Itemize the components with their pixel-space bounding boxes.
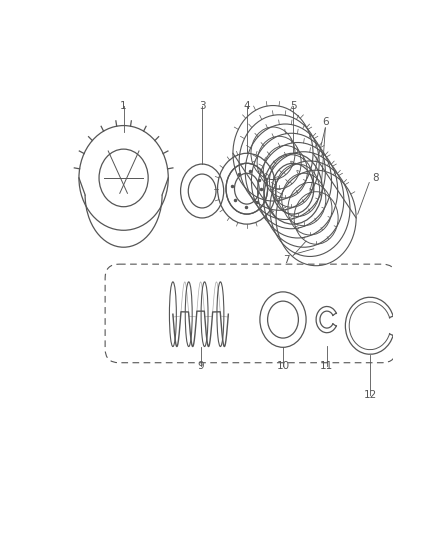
Text: 9: 9	[197, 361, 204, 371]
Text: 3: 3	[199, 101, 205, 111]
Text: 10: 10	[276, 361, 290, 371]
Text: 11: 11	[320, 361, 333, 371]
Text: 5: 5	[290, 101, 297, 111]
Text: 1: 1	[120, 101, 127, 111]
Text: 4: 4	[244, 101, 250, 111]
Text: 6: 6	[322, 117, 328, 127]
Text: 7: 7	[283, 255, 290, 265]
Text: 8: 8	[372, 173, 379, 183]
Text: 12: 12	[364, 390, 377, 400]
